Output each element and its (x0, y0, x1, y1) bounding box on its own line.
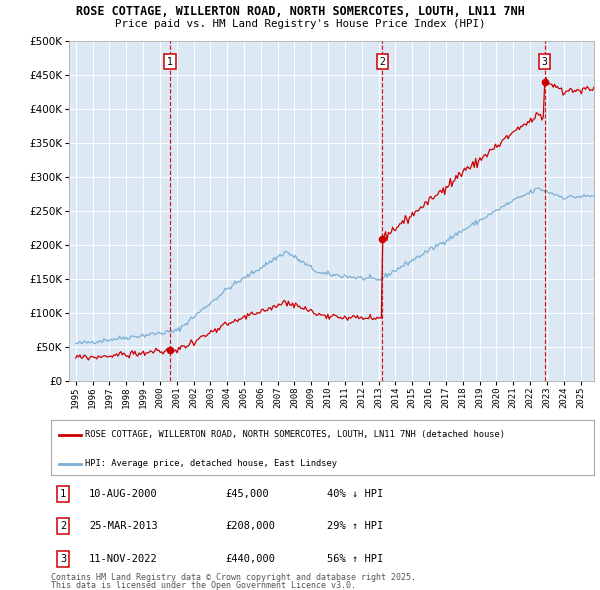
Text: 56% ↑ HPI: 56% ↑ HPI (327, 555, 383, 564)
Text: 29% ↑ HPI: 29% ↑ HPI (327, 522, 383, 531)
Text: Contains HM Land Registry data © Crown copyright and database right 2025.: Contains HM Land Registry data © Crown c… (51, 572, 416, 582)
Text: Price paid vs. HM Land Registry's House Price Index (HPI): Price paid vs. HM Land Registry's House … (115, 19, 485, 29)
Text: ROSE COTTAGE, WILLERTON ROAD, NORTH SOMERCOTES, LOUTH, LN11 7NH: ROSE COTTAGE, WILLERTON ROAD, NORTH SOME… (76, 5, 524, 18)
Text: 1: 1 (60, 489, 66, 499)
Text: 3: 3 (542, 57, 547, 67)
Text: 1: 1 (167, 57, 173, 67)
Text: 2: 2 (380, 57, 385, 67)
Text: £45,000: £45,000 (225, 489, 269, 499)
Text: This data is licensed under the Open Government Licence v3.0.: This data is licensed under the Open Gov… (51, 581, 356, 590)
Text: 2: 2 (60, 522, 66, 531)
Text: £208,000: £208,000 (225, 522, 275, 531)
Text: 10-AUG-2000: 10-AUG-2000 (89, 489, 158, 499)
Text: 11-NOV-2022: 11-NOV-2022 (89, 555, 158, 564)
Text: ROSE COTTAGE, WILLERTON ROAD, NORTH SOMERCOTES, LOUTH, LN11 7NH (detached house): ROSE COTTAGE, WILLERTON ROAD, NORTH SOME… (85, 430, 505, 440)
Text: 25-MAR-2013: 25-MAR-2013 (89, 522, 158, 531)
Text: HPI: Average price, detached house, East Lindsey: HPI: Average price, detached house, East… (85, 460, 337, 468)
Text: 40% ↓ HPI: 40% ↓ HPI (327, 489, 383, 499)
Text: 3: 3 (60, 555, 66, 564)
Text: £440,000: £440,000 (225, 555, 275, 564)
